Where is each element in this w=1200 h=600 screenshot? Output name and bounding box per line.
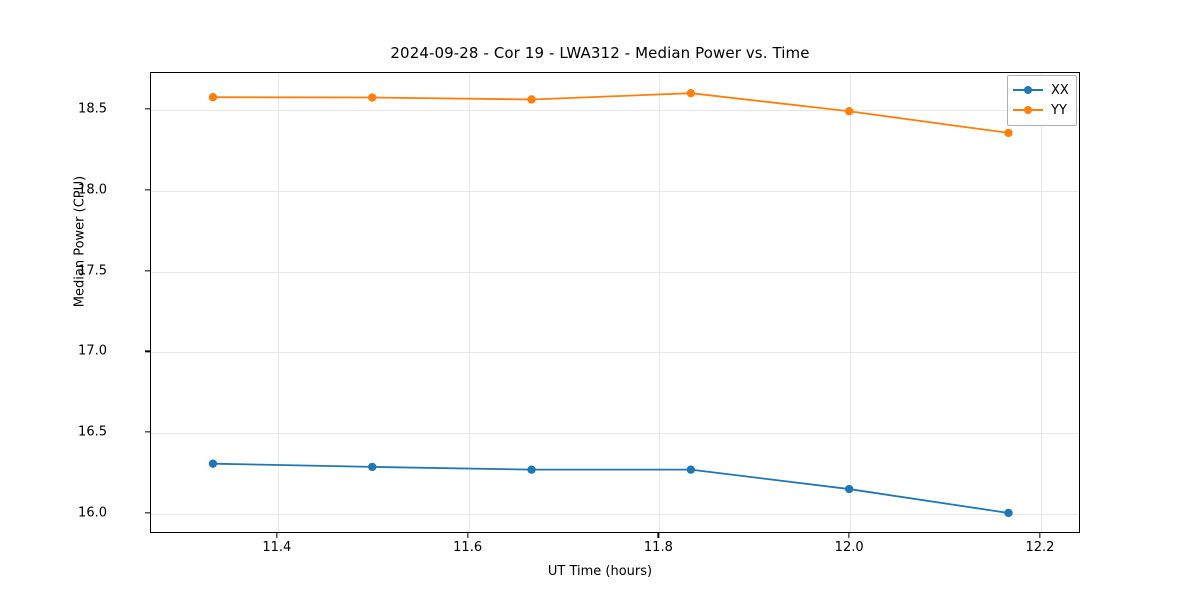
gridline-horizontal xyxy=(151,110,1079,111)
x-tick-mark xyxy=(657,533,660,538)
legend-label: XX xyxy=(1051,82,1069,98)
x-tick-label: 12.0 xyxy=(834,540,864,555)
gridline-vertical xyxy=(468,73,470,532)
x-tick-label: 11.4 xyxy=(262,540,292,555)
legend-swatch-icon xyxy=(1013,103,1043,117)
y-tick-label: 17.0 xyxy=(78,343,107,359)
legend-marker-circle-icon xyxy=(1024,86,1032,94)
x-tick-label: 11.8 xyxy=(643,540,673,555)
plot-area xyxy=(150,72,1080,533)
y-tick-label: 16.5 xyxy=(78,424,107,440)
legend-marker-circle-icon xyxy=(1024,106,1032,114)
gridline-horizontal xyxy=(151,190,1079,192)
gridline-vertical xyxy=(850,73,852,532)
y-tick-mark xyxy=(145,108,150,110)
y-tick-mark xyxy=(145,512,150,514)
x-tick-mark xyxy=(848,533,850,538)
y-tick-label: 17.5 xyxy=(78,263,107,279)
y-tick-label: 16.0 xyxy=(78,505,107,521)
y-tick-mark xyxy=(145,431,150,433)
x-tick-mark xyxy=(466,533,469,538)
x-tick-mark xyxy=(276,533,278,538)
y-tick-label: 18.5 xyxy=(78,101,107,117)
legend-swatch-icon xyxy=(1013,83,1043,97)
gridline-vertical xyxy=(277,73,279,532)
gridline-vertical xyxy=(1040,73,1042,532)
y-tick-mark xyxy=(145,269,150,272)
y-axis-label: Median Power (CPU) xyxy=(72,175,88,308)
legend-label: YY xyxy=(1051,102,1067,118)
gridline-horizontal xyxy=(151,433,1079,435)
gridline-horizontal xyxy=(151,271,1079,273)
chart-legend[interactable]: XX YY xyxy=(1007,75,1077,126)
gridline-horizontal xyxy=(151,352,1079,354)
gridline-horizontal xyxy=(151,513,1079,515)
x-tick-label: 12.2 xyxy=(1025,540,1055,555)
x-tick-label: 11.6 xyxy=(453,540,483,555)
y-tick-mark xyxy=(145,350,150,353)
x-tick-mark xyxy=(1039,533,1041,538)
legend-item-xx[interactable]: XX xyxy=(1013,80,1071,100)
y-tick-mark xyxy=(145,189,150,191)
legend-item-yy[interactable]: YY xyxy=(1013,100,1071,120)
x-axis-label: UT Time (hours) xyxy=(547,564,653,579)
y-tick-label: 18.0 xyxy=(78,182,107,198)
gridline-vertical xyxy=(659,73,661,532)
chart-title: 2024-09-28 - Cor 19 - LWA312 - Median Po… xyxy=(390,44,810,62)
